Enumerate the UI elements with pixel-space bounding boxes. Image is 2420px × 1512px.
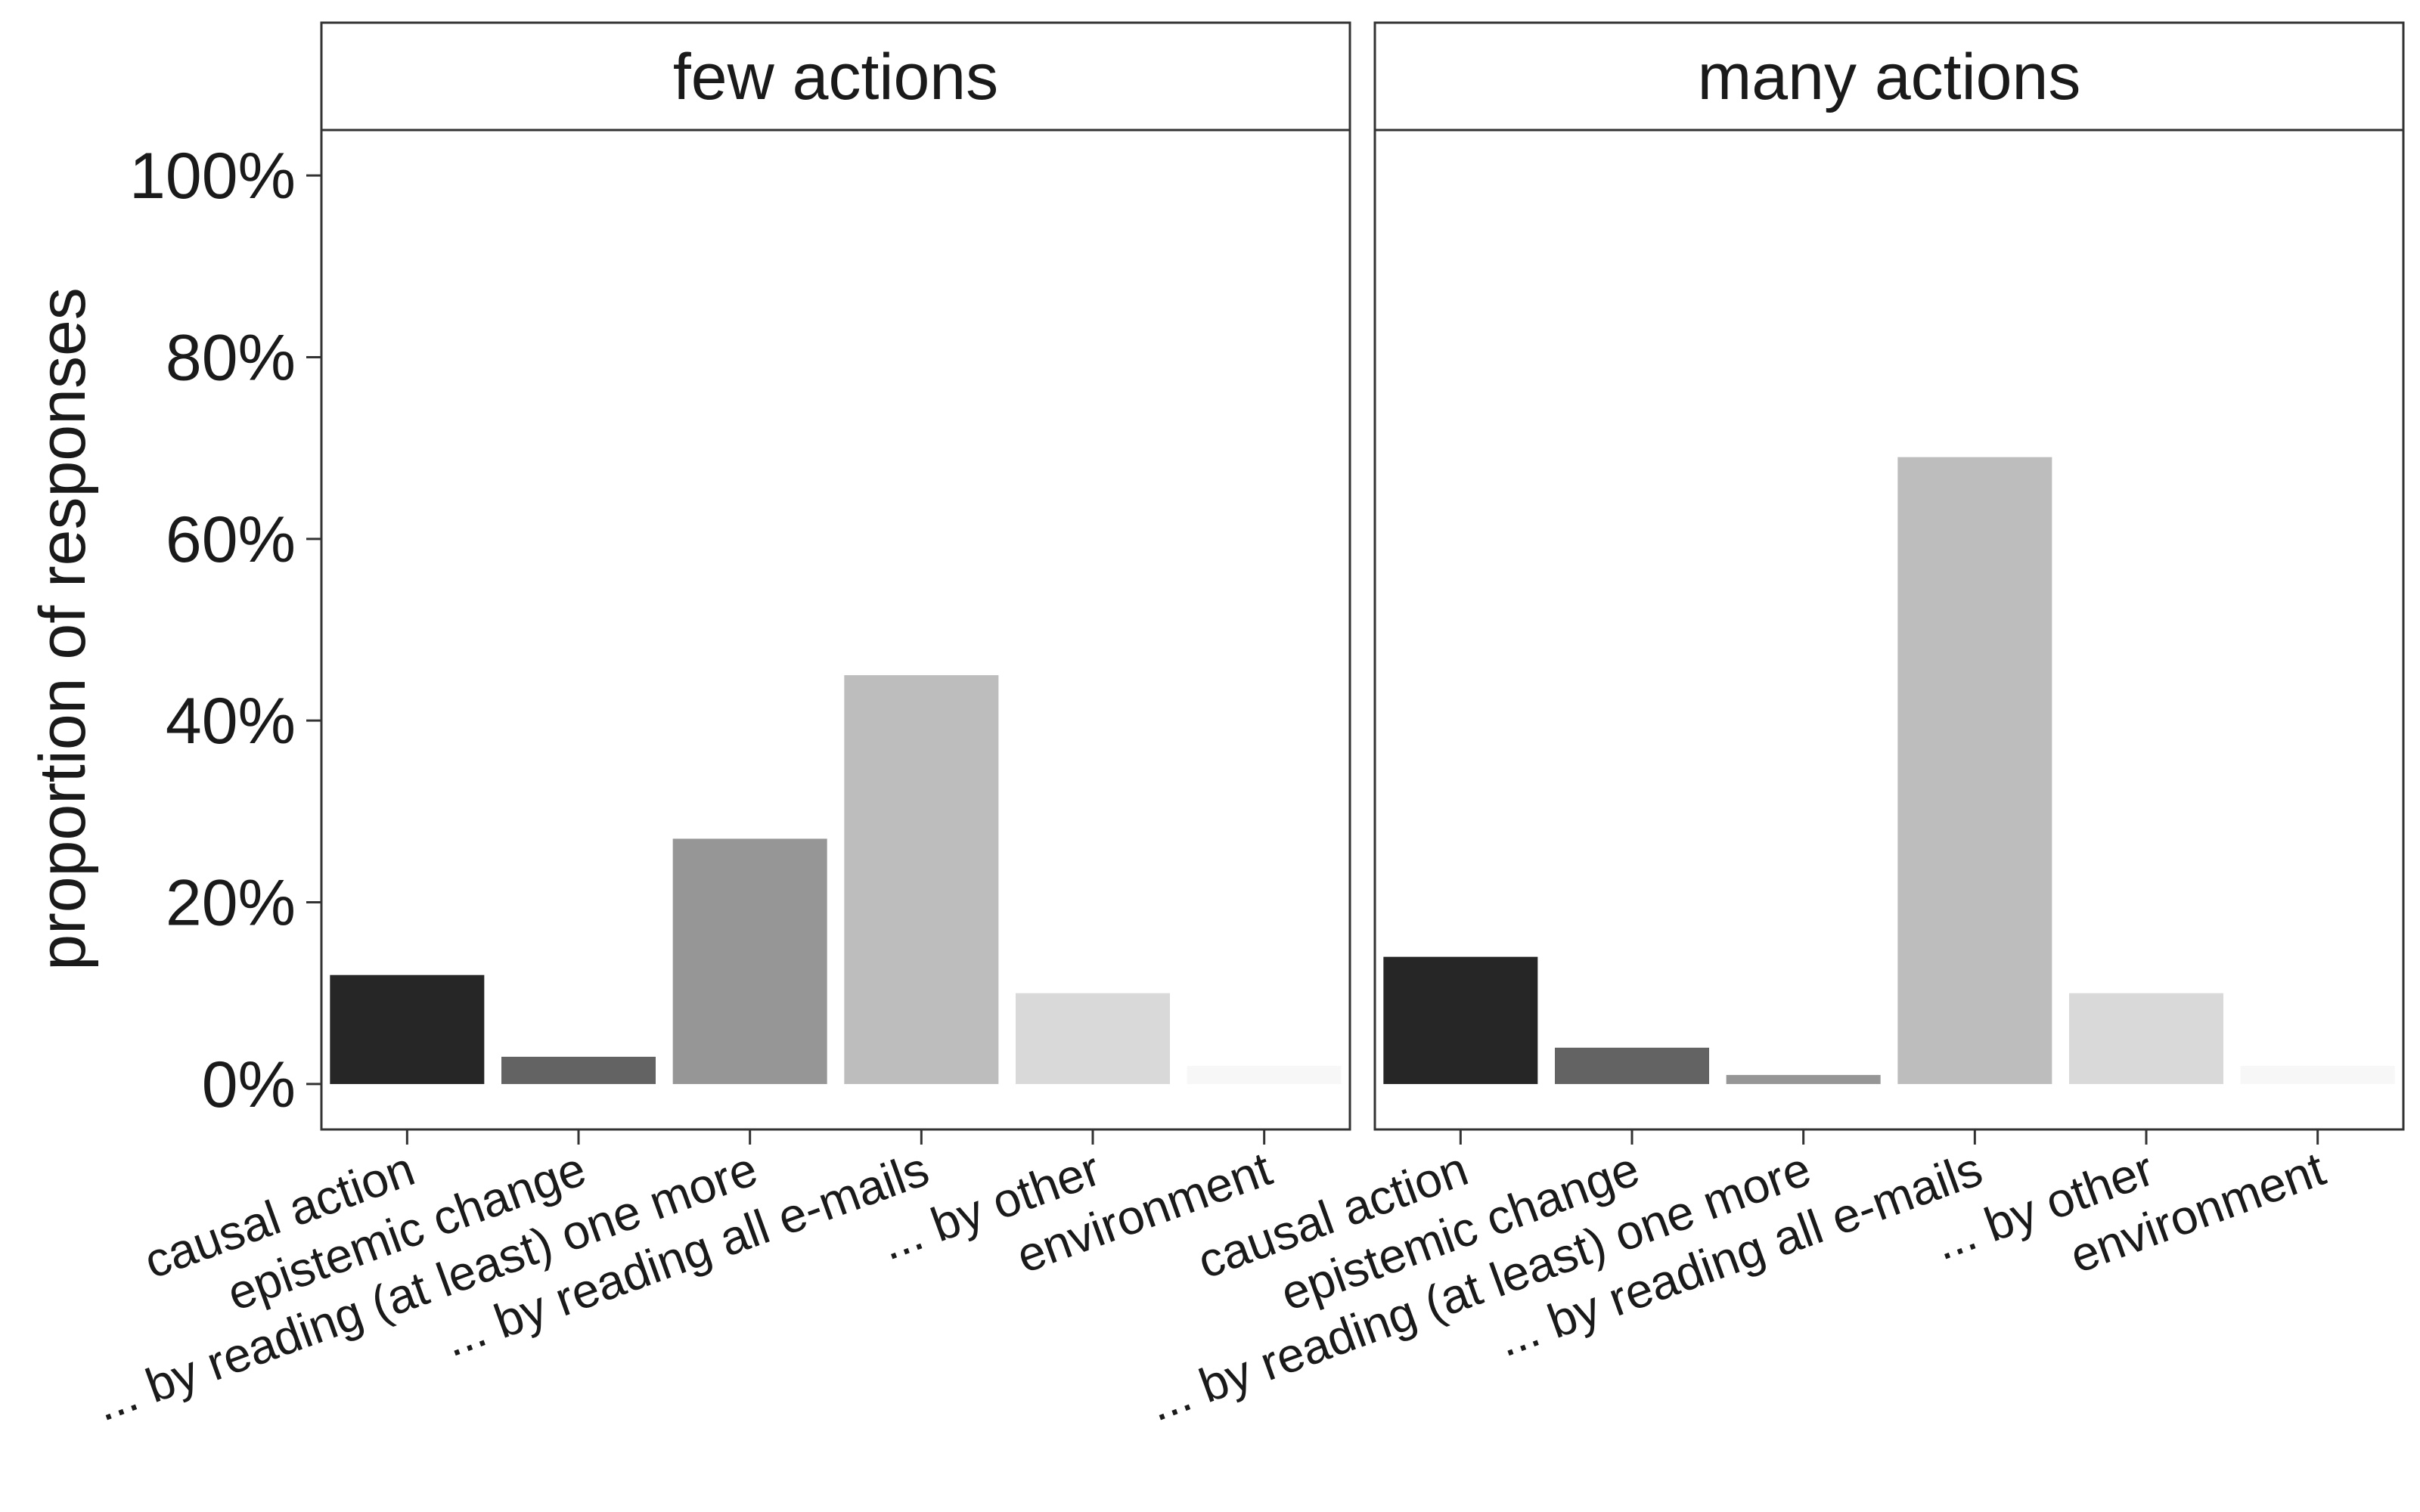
y-tick-label: 100% xyxy=(129,140,296,212)
bar-4 xyxy=(1897,457,2052,1084)
bar-5 xyxy=(1016,993,1170,1084)
panel-title: few actions xyxy=(673,41,998,113)
bar-2 xyxy=(501,1056,656,1084)
y-tick-label: 80% xyxy=(166,321,296,394)
bar-3 xyxy=(672,838,827,1084)
y-tick-label: 20% xyxy=(166,867,296,940)
panel-strip xyxy=(1373,21,2405,132)
y-tick-label: 60% xyxy=(166,503,296,576)
bar-4 xyxy=(844,675,999,1084)
bar-2 xyxy=(1555,1047,1709,1084)
bar-5 xyxy=(2069,993,2223,1084)
y-tick-label: 40% xyxy=(166,685,296,758)
bar-6 xyxy=(1187,1065,1342,1084)
bar-1 xyxy=(330,974,485,1084)
panel-border xyxy=(320,129,1351,1131)
bar-6 xyxy=(2240,1065,2395,1084)
y-tick-label: 0% xyxy=(202,1049,296,1121)
y-axis-title: proportion of responses xyxy=(26,287,99,971)
panel-border xyxy=(1373,129,2405,1131)
panel-strip xyxy=(320,21,1351,132)
panel-title: many actions xyxy=(1698,41,2081,113)
bar-3 xyxy=(1726,1074,1881,1084)
bar-1 xyxy=(1383,956,1538,1084)
